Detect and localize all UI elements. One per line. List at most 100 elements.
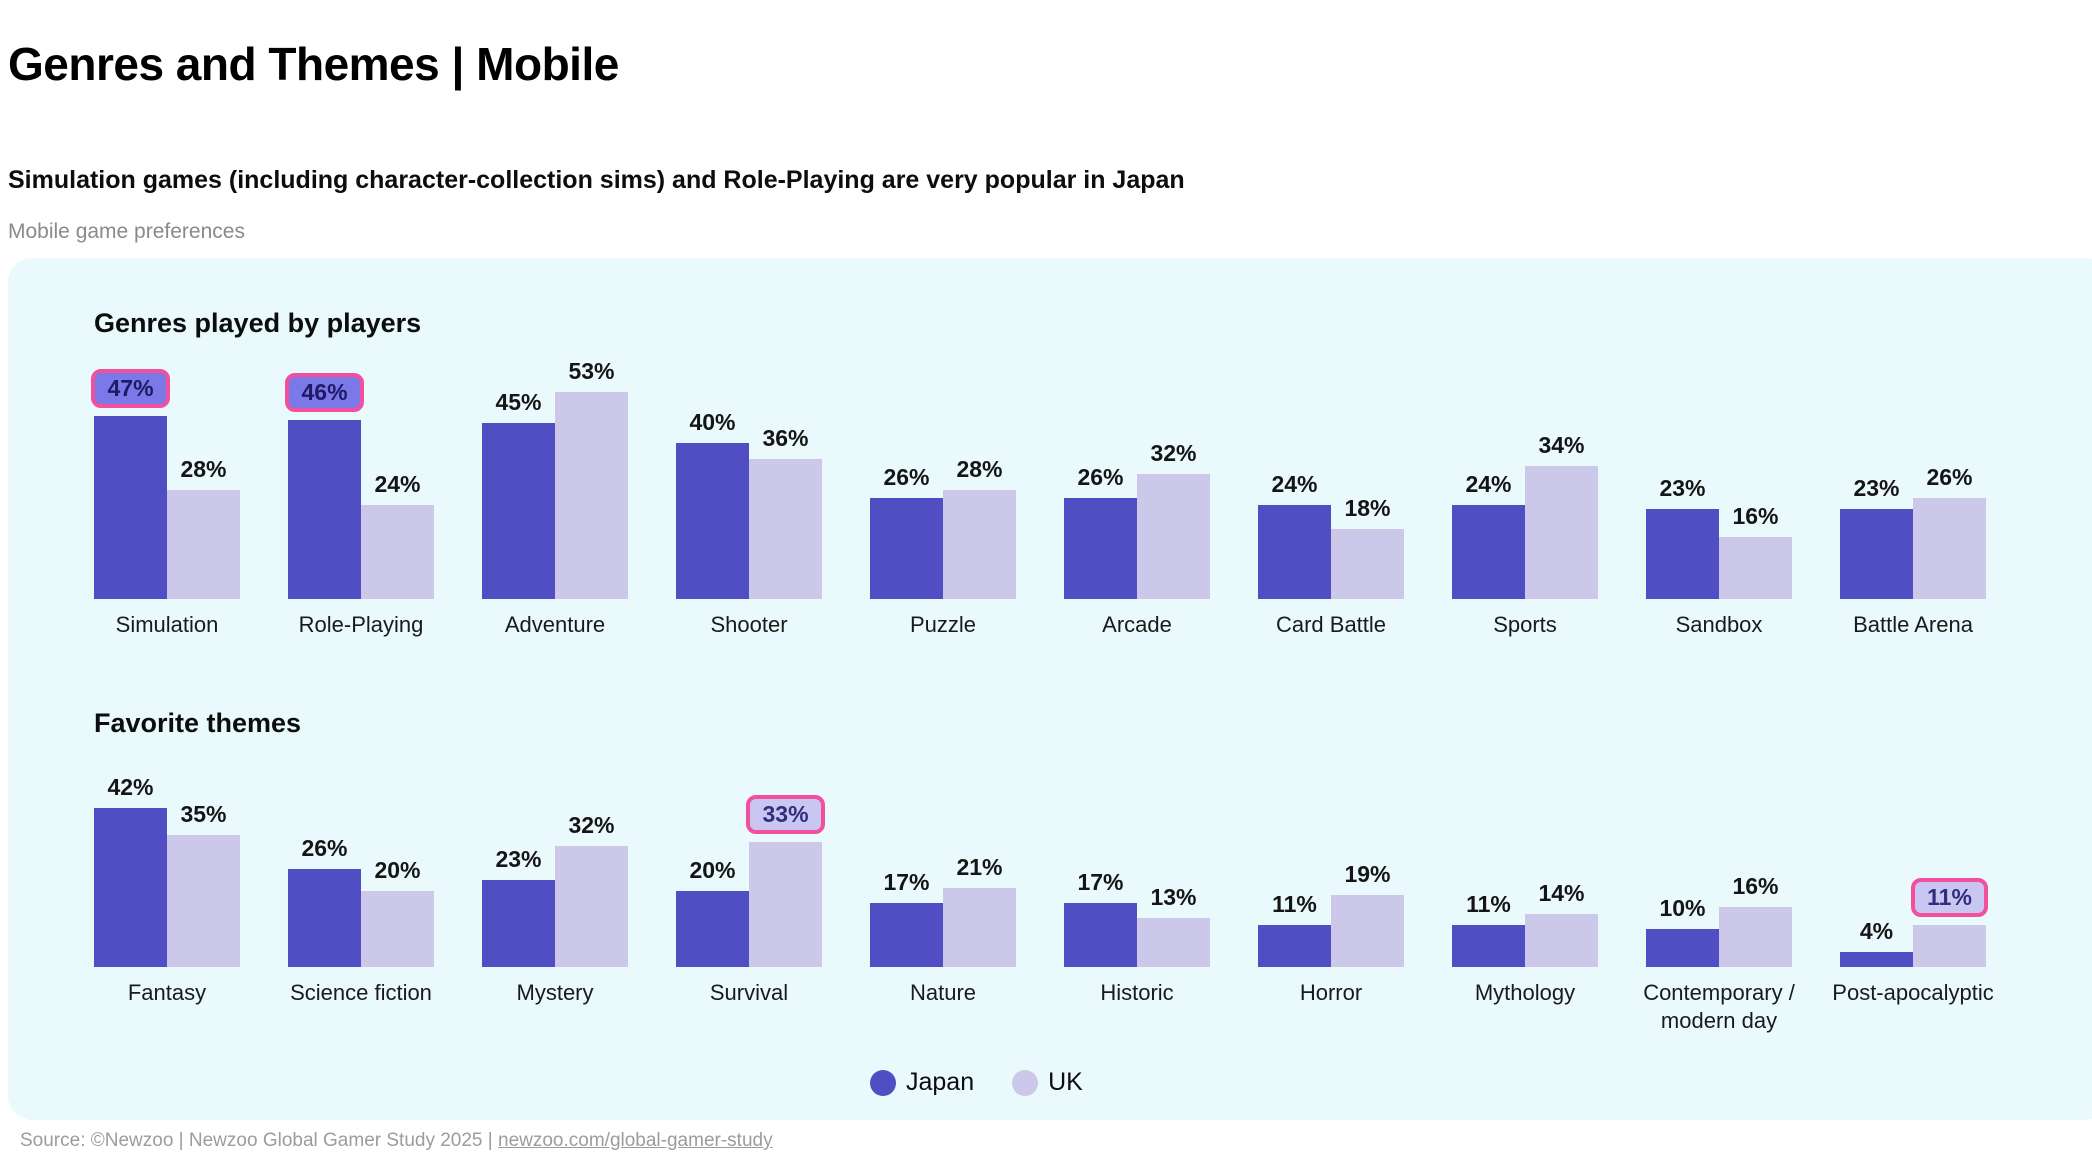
bar-uk-survival (749, 842, 822, 967)
bar-japan-role-playing (288, 420, 361, 599)
bar-japan-historic (1064, 903, 1137, 967)
bar-uk-role-playing (361, 505, 434, 599)
bar-group-historic: 17% 13% Historic (1064, 626, 1210, 1005)
bar-col-uk-science-fiction: 20% (361, 856, 434, 967)
genres-bar-chart: 47% 28% Simulation 46% 24% Role-Playing 45% 53%… (91, 258, 1986, 637)
value-label-uk-card-battle: 18% (1344, 494, 1391, 521)
bar-uk-science-fiction (361, 891, 434, 967)
bar-col-uk-mystery: 32% (555, 812, 628, 967)
category-label-sports: Sports (1493, 612, 1557, 637)
bar-group-nature: 17% 21% Nature (870, 626, 1016, 1005)
value-label-uk-contemporary-modern-day: 16% (1732, 872, 1779, 899)
bar-col-uk-post-apocalyptic: 11% (1911, 877, 1988, 967)
bar-col-japan-survival: 20% (676, 856, 749, 967)
chart-legend: Japan UK (870, 1068, 1083, 1097)
category-label-nature: Nature (909, 980, 977, 1005)
bar-col-japan-historic: 17% (1064, 869, 1137, 967)
source-link[interactable]: newzoo.com/global-gamer-study (498, 1130, 773, 1151)
bar-group-fantasy: 42% 35% Fantasy (94, 626, 240, 1005)
page-title: Genres and Themes | Mobile (8, 37, 619, 90)
bar-group-mythology: 11% 14% Mythology (1452, 626, 1598, 1005)
bar-col-japan-post-apocalyptic: 4% (1840, 918, 1913, 967)
bar-uk-simulation (167, 490, 240, 599)
value-label-japan-mythology: 11% (1466, 890, 1511, 917)
category-label-puzzle: Puzzle (909, 612, 977, 637)
source-footer: Source: ©Newzoo | Newzoo Global Gamer St… (20, 1130, 773, 1152)
value-label-japan-card-battle: 24% (1271, 470, 1318, 497)
chart-panel: Genres played by players 47% 28% Simulatio… (8, 258, 2092, 1120)
category-label-post-apocalyptic: Post-apocalyptic (1832, 980, 1994, 1005)
bar-group-role-playing: 46% 24% Role-Playing (285, 258, 434, 637)
source-text: Source: ©Newzoo | Newzoo Global Gamer St… (20, 1130, 498, 1151)
bar-col-uk-card-battle: 18% (1331, 494, 1404, 599)
bar-group-sandbox: 23% 16% Sandbox (1646, 258, 1792, 637)
bar-group-shooter: 40% 36% Shooter (676, 258, 822, 637)
highlighted-value-label-uk-post-apocalyptic: 11% (1911, 877, 1988, 917)
value-label-uk-historic: 13% (1150, 883, 1197, 910)
highlighted-value-label-japan-simulation: 47% (91, 368, 170, 408)
bar-japan-shooter (676, 443, 749, 599)
bar-col-uk-shooter: 36% (749, 424, 822, 599)
legend-swatch-uk (1012, 1069, 1039, 1096)
bar-group-arcade: 26% 32% Arcade (1064, 258, 1210, 637)
bar-group-contemporary-modern-day: 10% 16% Contemporary / modern day (1643, 626, 1795, 1033)
bar-col-japan-contemporary-modern-day: 10% (1646, 894, 1719, 967)
value-label-japan-shooter: 40% (689, 408, 736, 435)
category-label-historic: Historic (1100, 980, 1174, 1005)
bar-uk-historic (1137, 918, 1210, 967)
bar-col-japan-adventure: 45% (482, 389, 555, 599)
value-label-uk-role-playing: 24% (374, 470, 421, 497)
bar-col-japan-mystery: 23% (482, 845, 555, 967)
bar-group-horror: 11% 19% Horror (1258, 626, 1404, 1005)
value-label-uk-battle-arena: 26% (1926, 463, 1973, 490)
value-label-uk-shooter: 36% (762, 424, 809, 451)
category-label-science-fiction: Science fiction (290, 980, 432, 1005)
legend-item-uk: UK (1012, 1068, 1083, 1097)
value-label-japan-mystery: 23% (495, 845, 542, 872)
bar-col-uk-survival: 33% (746, 794, 825, 967)
section-title-genres: Genres played by players (94, 308, 422, 338)
value-label-japan-survival: 20% (689, 856, 736, 883)
bar-japan-sports (1452, 505, 1525, 599)
value-label-uk-adventure: 53% (568, 357, 615, 384)
bar-uk-card-battle (1331, 529, 1404, 599)
value-label-uk-science-fiction: 20% (374, 856, 421, 883)
bar-col-japan-science-fiction: 26% (288, 835, 361, 967)
value-label-japan-horror: 11% (1272, 890, 1317, 917)
legend-item-japan: Japan (870, 1068, 974, 1097)
value-label-japan-sports: 24% (1465, 470, 1512, 497)
bar-col-japan-battle-arena: 23% (1840, 474, 1913, 599)
value-label-japan-contemporary-modern-day: 10% (1659, 894, 1706, 921)
bar-uk-nature (943, 888, 1016, 967)
bar-japan-post-apocalyptic (1840, 952, 1913, 967)
value-label-uk-mythology: 14% (1538, 879, 1585, 906)
bar-col-japan-sandbox: 23% (1646, 475, 1719, 599)
value-label-uk-arcade: 32% (1150, 439, 1197, 466)
value-label-uk-horror: 19% (1344, 860, 1391, 887)
bar-group-battle-arena: 23% 26% Battle Arena (1840, 258, 1986, 637)
value-label-uk-nature: 21% (956, 853, 1003, 880)
bar-japan-fantasy (94, 808, 167, 967)
bar-uk-puzzle (943, 490, 1016, 599)
bar-col-uk-puzzle: 28% (943, 456, 1016, 599)
bar-col-japan-simulation: 47% (91, 368, 170, 599)
bar-col-uk-nature: 21% (943, 853, 1016, 967)
bar-japan-puzzle (870, 498, 943, 599)
bar-uk-horror (1331, 895, 1404, 967)
bar-group-adventure: 45% 53% Adventure (482, 258, 628, 637)
bar-group-puzzle: 26% 28% Puzzle (870, 258, 1016, 637)
bar-col-japan-shooter: 40% (676, 408, 749, 599)
bar-uk-post-apocalyptic (1913, 925, 1986, 967)
bar-uk-adventure (555, 392, 628, 599)
bar-japan-mythology (1452, 925, 1525, 967)
highlighted-value-label-uk-survival: 33% (746, 794, 825, 834)
value-label-japan-arcade: 26% (1077, 463, 1124, 490)
bar-group-survival: 20% 33% Survival (676, 626, 825, 1005)
bar-japan-simulation (94, 416, 167, 599)
bar-group-simulation: 47% 28% Simulation (91, 258, 240, 637)
bar-uk-sandbox (1719, 537, 1792, 599)
category-label-simulation: Simulation (115, 612, 219, 637)
category-label-mystery: Mystery (516, 980, 594, 1005)
bar-col-uk-contemporary-modern-day: 16% (1719, 872, 1792, 967)
value-label-japan-battle-arena: 23% (1853, 474, 1900, 501)
